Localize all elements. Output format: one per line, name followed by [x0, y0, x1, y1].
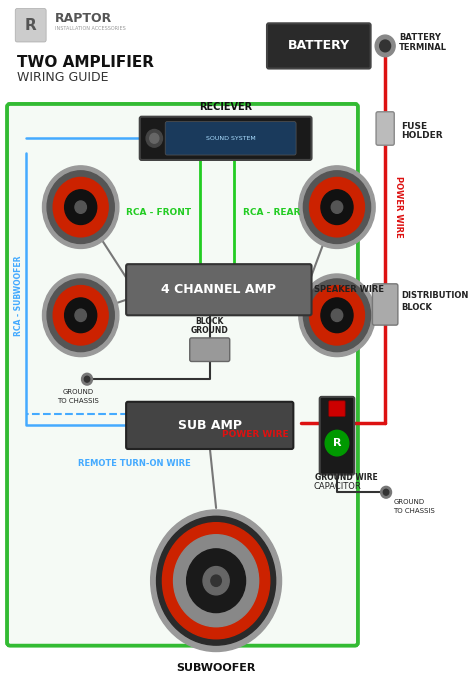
Circle shape	[75, 309, 86, 321]
Circle shape	[331, 201, 343, 214]
Circle shape	[321, 298, 353, 333]
Circle shape	[303, 171, 371, 243]
Circle shape	[331, 309, 343, 321]
Circle shape	[310, 177, 365, 237]
Circle shape	[53, 286, 108, 345]
Text: RCA - REAR: RCA - REAR	[243, 208, 301, 216]
Circle shape	[150, 133, 159, 144]
Circle shape	[203, 567, 229, 595]
FancyBboxPatch shape	[190, 338, 230, 361]
Circle shape	[173, 534, 259, 627]
FancyBboxPatch shape	[376, 112, 394, 145]
Text: REMOTE TURN-ON WIRE: REMOTE TURN-ON WIRE	[78, 459, 191, 468]
Circle shape	[75, 201, 86, 214]
Circle shape	[325, 430, 349, 456]
FancyBboxPatch shape	[140, 117, 311, 160]
Text: SPEAKER WIRE: SPEAKER WIRE	[314, 285, 384, 295]
Circle shape	[380, 40, 391, 52]
Text: RCA - FRONT: RCA - FRONT	[126, 208, 191, 216]
Circle shape	[321, 190, 353, 224]
Circle shape	[303, 279, 371, 352]
Text: GROUND: GROUND	[63, 389, 93, 395]
Text: TO CHASSIS: TO CHASSIS	[57, 398, 99, 404]
Text: HOLDER: HOLDER	[401, 131, 443, 140]
Circle shape	[187, 549, 246, 613]
Text: SUB AMP: SUB AMP	[178, 419, 242, 432]
Text: TWO AMPLIFIER: TWO AMPLIFIER	[17, 55, 154, 70]
Text: RAPTOR: RAPTOR	[55, 12, 112, 25]
FancyBboxPatch shape	[267, 24, 371, 69]
Text: POWER WIRE: POWER WIRE	[222, 430, 289, 439]
Text: SUBWOOFER: SUBWOOFER	[176, 663, 256, 673]
Circle shape	[47, 171, 114, 243]
Circle shape	[310, 286, 365, 345]
Text: TERMINAL: TERMINAL	[399, 43, 447, 52]
Text: BATTERY: BATTERY	[288, 39, 350, 53]
Text: R: R	[25, 18, 36, 33]
Text: 4 CHANNEL AMP: 4 CHANNEL AMP	[161, 283, 276, 297]
Circle shape	[146, 129, 163, 147]
Circle shape	[381, 487, 392, 498]
Circle shape	[47, 279, 114, 352]
Text: WIRING GUIDE: WIRING GUIDE	[17, 71, 109, 84]
Circle shape	[64, 298, 97, 333]
Circle shape	[43, 274, 119, 357]
Circle shape	[383, 489, 389, 495]
Circle shape	[163, 522, 270, 639]
Text: BATTERY: BATTERY	[399, 33, 441, 42]
Text: DISTRIBUTION: DISTRIBUTION	[401, 290, 469, 300]
Text: INSTALLATION ACCESSORIES: INSTALLATION ACCESSORIES	[55, 26, 126, 31]
Text: R: R	[333, 438, 341, 448]
Circle shape	[299, 166, 375, 249]
Text: GROUND: GROUND	[393, 499, 424, 505]
Circle shape	[375, 35, 395, 57]
Text: GROUND: GROUND	[191, 326, 228, 335]
Circle shape	[64, 190, 97, 224]
Circle shape	[53, 177, 108, 237]
Text: RECIEVER: RECIEVER	[199, 102, 252, 112]
FancyBboxPatch shape	[15, 9, 46, 42]
FancyBboxPatch shape	[319, 397, 354, 474]
Text: SOUND SYSTEM: SOUND SYSTEM	[206, 136, 255, 141]
Text: BLOCK: BLOCK	[196, 317, 224, 326]
Text: GROUND WIRE: GROUND WIRE	[315, 473, 378, 483]
FancyBboxPatch shape	[373, 284, 398, 325]
Text: BLOCK: BLOCK	[401, 303, 432, 311]
Circle shape	[82, 373, 92, 385]
FancyBboxPatch shape	[126, 264, 311, 315]
Text: CAPACITOR: CAPACITOR	[313, 483, 361, 491]
Text: POWER WIRE: POWER WIRE	[394, 177, 403, 238]
Circle shape	[84, 376, 90, 382]
FancyBboxPatch shape	[165, 121, 296, 155]
Circle shape	[299, 274, 375, 357]
Circle shape	[156, 516, 276, 645]
Text: RCA - SUBWOOFER: RCA - SUBWOOFER	[14, 255, 23, 336]
FancyBboxPatch shape	[7, 104, 358, 646]
Circle shape	[211, 575, 221, 586]
FancyBboxPatch shape	[126, 402, 293, 449]
Text: TO CHASSIS: TO CHASSIS	[393, 508, 435, 514]
Circle shape	[151, 510, 282, 652]
Text: FUSE: FUSE	[401, 121, 428, 131]
FancyBboxPatch shape	[329, 401, 345, 417]
Circle shape	[43, 166, 119, 249]
